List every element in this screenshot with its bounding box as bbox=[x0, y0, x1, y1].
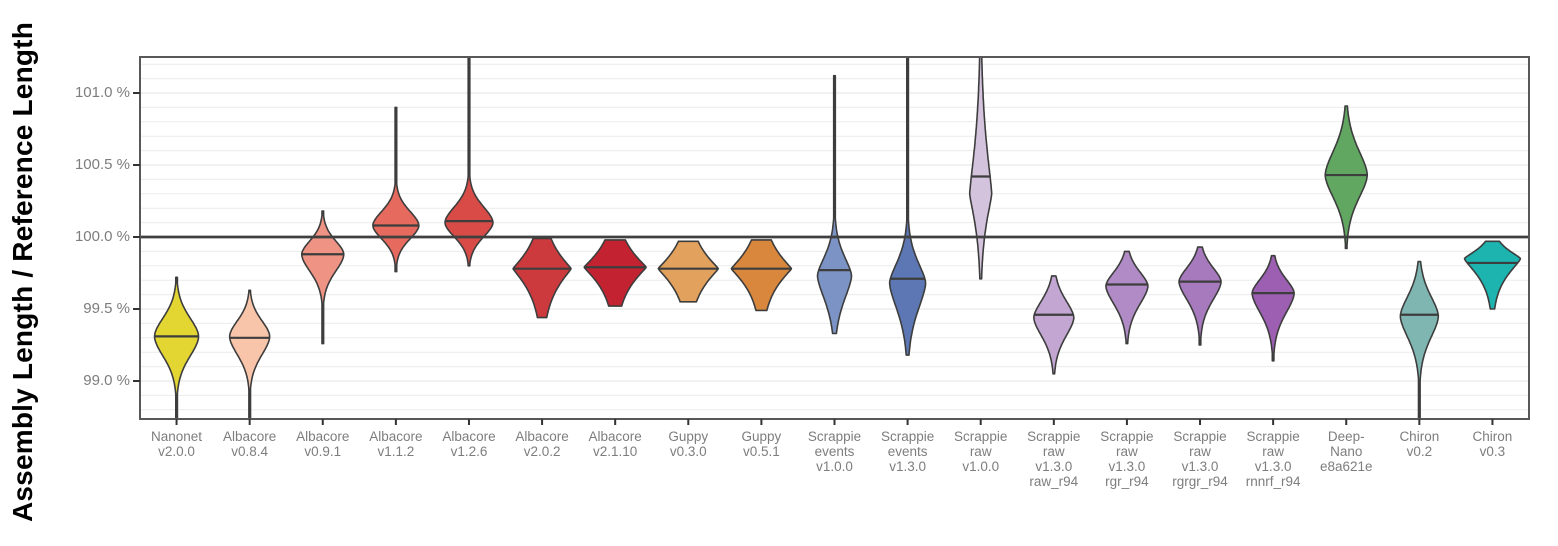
violin-scrappie-raw-v1-3-0-rgrgr-r94 bbox=[1178, 246, 1222, 346]
x-category-label-albacore-v1-1-2: Albacore v1.1.2 bbox=[351, 429, 441, 459]
x-category-label-line: v1.3.0 bbox=[1254, 459, 1292, 474]
x-category-label-line: Scrappie bbox=[1173, 429, 1227, 444]
x-category-label-line: Albacore bbox=[588, 429, 642, 444]
x-category-label-scrappie-raw-v1-3-0-raw-r94: Scrappie raw v1.3.0 raw_r94 bbox=[1009, 429, 1099, 489]
x-category-label-chiron-v0-3: Chiron v0.3 bbox=[1447, 429, 1537, 459]
x-category-label-line: v1.0.0 bbox=[816, 459, 853, 474]
violin-albacore-v2-0-2 bbox=[512, 237, 572, 319]
x-category-label-guppy-v0-3-0: Guppy v0.3.0 bbox=[643, 429, 733, 459]
x-category-label-scrappie-events-v1-3-0: Scrappie events v1.3.0 bbox=[863, 429, 953, 474]
x-category-label-line: v2.0.0 bbox=[158, 444, 195, 459]
x-category-label-line: Scrappie bbox=[1027, 429, 1081, 444]
x-category-label-line: raw_r94 bbox=[1029, 474, 1079, 489]
x-category-label-line: Albacore bbox=[369, 429, 423, 444]
violin-scrappie-raw-v1-3-0-rgr-r94 bbox=[1105, 250, 1149, 345]
y-tick-label-100.0: 100.0 % bbox=[74, 228, 130, 245]
x-category-label-scrappie-raw-v1-0-0: Scrappie raw v1.0.0 bbox=[936, 429, 1026, 474]
x-category-label-line: Albacore bbox=[442, 429, 496, 444]
violin-nanonet-v2-0-0 bbox=[153, 276, 200, 419]
x-category-label-line: Scrappie bbox=[807, 429, 862, 444]
x-category-label-scrappie-raw-v1-3-0-rgrgr-r94: Scrappie raw v1.3.0 rgrgr_r94 bbox=[1155, 429, 1245, 489]
x-category-label-line: raw bbox=[1262, 444, 1284, 459]
x-category-label-line: rnnrf_r94 bbox=[1245, 474, 1301, 489]
x-category-label-albacore-v2-0-2: Albacore v2.0.2 bbox=[497, 429, 587, 459]
violin-albacore-v1-1-2 bbox=[372, 106, 420, 273]
violin-guppy-v0-5-1 bbox=[730, 239, 793, 312]
violins-group bbox=[153, 57, 1522, 419]
x-category-label-scrappie-events-v1-0-0: Scrappie events v1.0.0 bbox=[790, 429, 880, 474]
x-category-label-albacore-v2-1-10: Albacore v2.1.10 bbox=[570, 429, 660, 459]
y-tick-label-99.5: 99.5 % bbox=[83, 300, 130, 317]
x-category-label-line: v0.2 bbox=[1406, 444, 1433, 459]
x-category-label-line: rgrgr_r94 bbox=[1172, 474, 1228, 489]
x-category-label-chiron-v0-2: Chiron v0.2 bbox=[1374, 429, 1464, 459]
violin-guppy-v0-3-0 bbox=[657, 240, 719, 303]
x-category-label-line: Nanonet bbox=[151, 429, 203, 444]
x-category-label-albacore-v1-2-6: Albacore v1.2.6 bbox=[424, 429, 514, 459]
x-category-label-line: v1.3.0 bbox=[1108, 459, 1146, 474]
violin-scrappie-raw-v1-3-0-raw-r94 bbox=[1033, 275, 1075, 375]
x-category-label-line: Chiron bbox=[1399, 429, 1440, 444]
x-category-label-nanonet-v2-0-0: Nanonet v2.0.0 bbox=[132, 429, 222, 459]
x-category-label-line: v1.0.0 bbox=[962, 459, 1000, 474]
x-category-label-line: events bbox=[814, 444, 855, 459]
x-category-label-albacore-v0-8-4: Albacore v0.8.4 bbox=[205, 429, 295, 459]
x-category-label-line: Guppy bbox=[741, 429, 782, 444]
x-category-label-line: Scrappie bbox=[1246, 429, 1300, 444]
x-category-label-line: v0.9.1 bbox=[304, 444, 342, 459]
x-category-label-line: raw bbox=[1116, 444, 1138, 459]
x-category-label-line: Chiron bbox=[1472, 429, 1513, 444]
x-category-label-line: v1.3.0 bbox=[889, 459, 926, 474]
x-category-label-line: v2.0.2 bbox=[523, 444, 561, 459]
x-category-label-line: Nano bbox=[1330, 444, 1363, 459]
x-category-label-scrappie-raw-v1-3-0-rnnrf-r94: Scrappie raw v1.3.0 rnnrf_r94 bbox=[1228, 429, 1318, 489]
x-category-label-line: e8a621e bbox=[1319, 459, 1373, 474]
x-category-label-line: Albacore bbox=[223, 429, 277, 444]
x-category-label-line: raw bbox=[1189, 444, 1211, 459]
x-category-label-line: v0.3.0 bbox=[669, 444, 707, 459]
x-category-label-line: Albacore bbox=[296, 429, 350, 444]
x-category-label-line: v1.3.0 bbox=[1181, 459, 1219, 474]
x-category-label-line: Guppy bbox=[668, 429, 709, 444]
x-category-label-line: events bbox=[887, 444, 928, 459]
x-category-label-line: Scrappie bbox=[1100, 429, 1154, 444]
violin-albacore-v0-8-4 bbox=[228, 289, 271, 419]
x-category-label-line: rgr_r94 bbox=[1105, 474, 1149, 489]
y-tick-label-101.0: 101.0 % bbox=[74, 84, 130, 101]
x-category-label-line: v2.1.10 bbox=[593, 444, 638, 459]
x-category-label-line: raw bbox=[969, 444, 992, 459]
x-category-label-line: v0.3 bbox=[1479, 444, 1506, 459]
violin-deep-nano-e8a621e bbox=[1324, 105, 1368, 250]
x-category-label-albacore-v0-9-1: Albacore v0.9.1 bbox=[278, 429, 368, 459]
x-category-label-line: v0.5.1 bbox=[743, 444, 780, 459]
violin-albacore-v2-1-10 bbox=[583, 239, 647, 307]
y-axis-title: Assembly Length / Reference Length bbox=[7, 21, 38, 523]
violin-scrappie-events-v1-3-0 bbox=[888, 57, 927, 356]
x-category-label-guppy-v0-5-1: Guppy v0.5.1 bbox=[716, 429, 806, 459]
x-category-label-line: raw bbox=[1042, 444, 1065, 459]
x-category-label-line: v1.3.0 bbox=[1035, 459, 1073, 474]
x-category-label-line: v0.8.4 bbox=[231, 444, 269, 459]
x-category-label-scrappie-raw-v1-3-0-rgr-r94: Scrappie raw v1.3.0 rgr_r94 bbox=[1082, 429, 1172, 489]
violin-scrappie-raw-v1-0-0 bbox=[968, 57, 993, 280]
y-tick-label-100.5: 100.5 % bbox=[74, 156, 130, 173]
x-category-label-line: Deep- bbox=[1327, 429, 1365, 444]
x-category-label-line: Albacore bbox=[515, 429, 569, 444]
x-category-label-line: v1.1.2 bbox=[377, 444, 415, 459]
violin-albacore-v1-2-6 bbox=[444, 57, 494, 267]
violin-scrappie-raw-v1-3-0-rnnrf-r94 bbox=[1251, 254, 1295, 362]
y-tick-label-99.0: 99.0 % bbox=[83, 372, 130, 389]
x-category-label-line: v1.2.6 bbox=[450, 444, 488, 459]
x-category-label-deep-nano-e8a621e: Deep- Nano e8a621e bbox=[1301, 429, 1391, 474]
x-category-label-line: Scrappie bbox=[954, 429, 1008, 444]
x-category-label-line: Scrappie bbox=[880, 429, 935, 444]
